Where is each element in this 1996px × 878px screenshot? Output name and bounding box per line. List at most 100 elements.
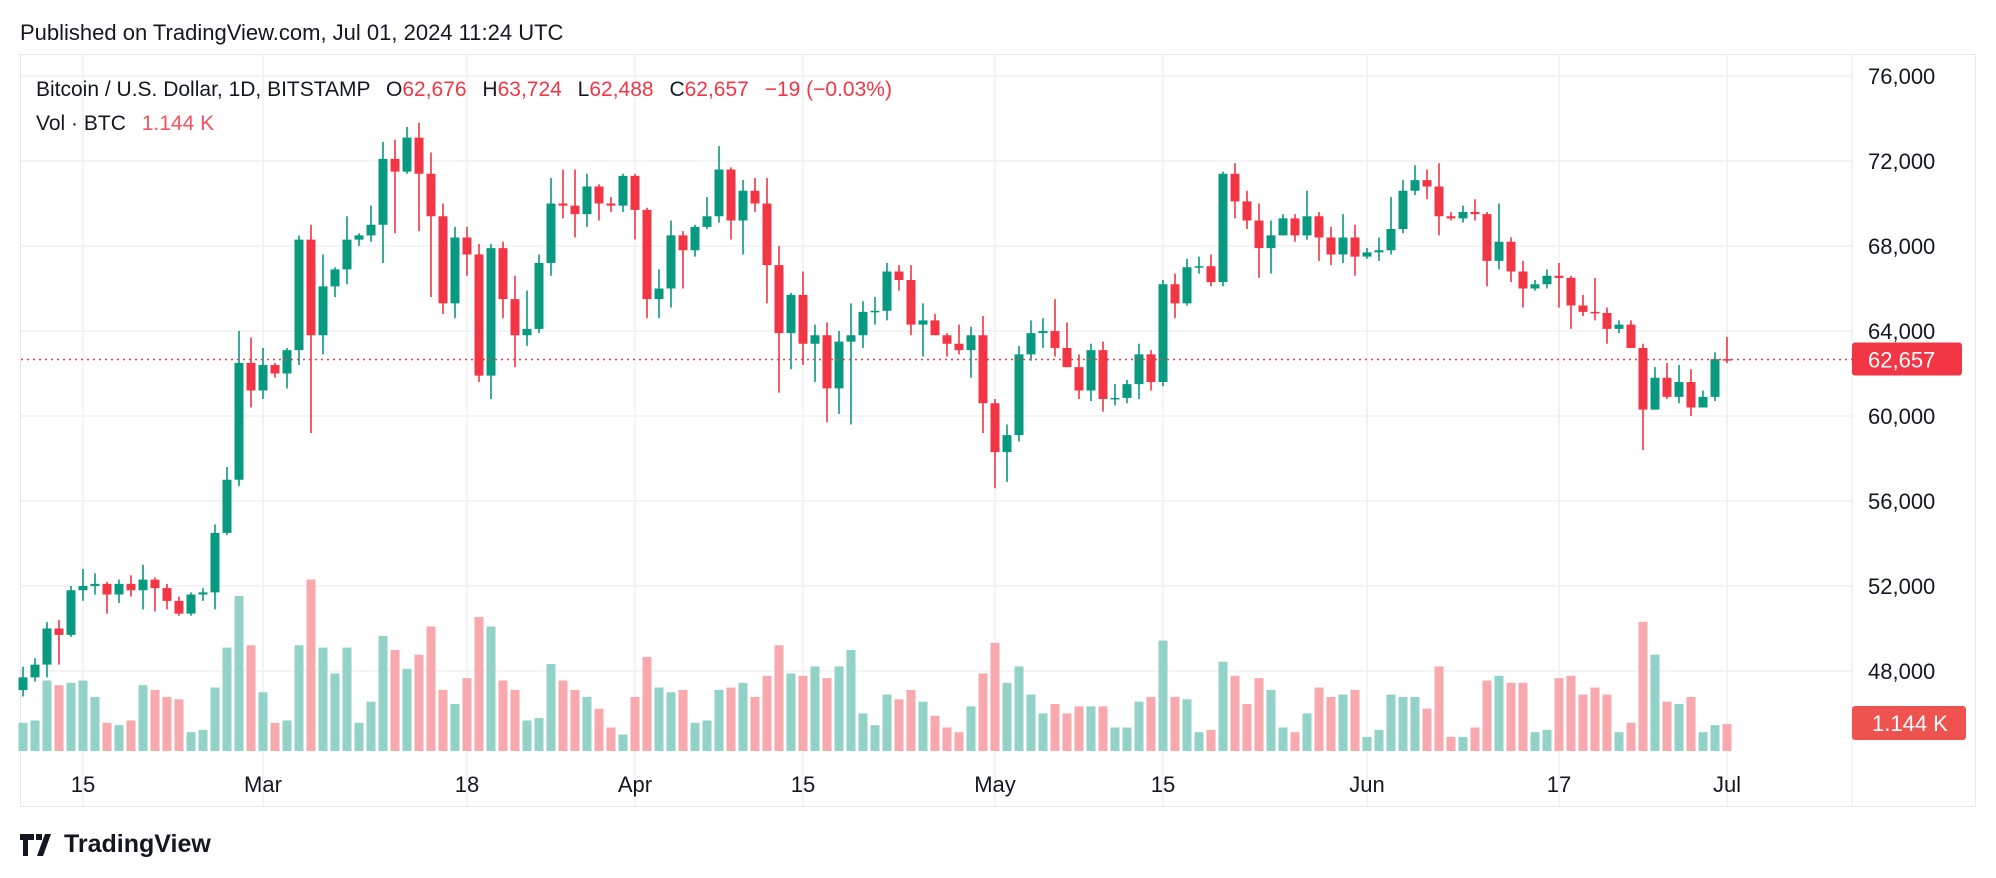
candle	[282, 348, 292, 389]
volume-bar	[894, 699, 904, 751]
candle-body	[1398, 190, 1408, 229]
candle-body	[234, 362, 244, 480]
volume-bar	[366, 701, 376, 751]
date-tick-label: 15	[1151, 772, 1175, 797]
volume-bar	[1134, 701, 1144, 751]
volume-bar	[438, 689, 448, 751]
candle	[1014, 345, 1024, 442]
candle	[642, 207, 652, 319]
volume-bar	[498, 680, 508, 751]
candle	[1050, 299, 1060, 357]
candle	[534, 254, 544, 334]
candle	[246, 337, 256, 408]
volume-bar	[294, 645, 304, 751]
volume-bar	[1410, 696, 1420, 751]
volume-legend: Vol · BTC 1.144 K	[36, 112, 214, 136]
candle	[222, 467, 232, 535]
candle	[66, 586, 76, 637]
candle-body	[450, 237, 460, 304]
volume-bar	[690, 722, 700, 751]
candle-body	[1338, 237, 1348, 255]
volume-bar	[258, 692, 268, 751]
candle-body	[342, 239, 352, 270]
candle-body	[1494, 241, 1504, 261]
candle	[186, 592, 196, 616]
candle	[150, 577, 160, 612]
candle	[822, 322, 832, 423]
candle	[1038, 318, 1048, 348]
candle-body	[1290, 218, 1300, 236]
volume-value: 1.144 K	[141, 112, 215, 135]
candle	[1602, 307, 1612, 344]
candle-body	[1458, 212, 1468, 219]
candle-body	[1422, 180, 1432, 187]
volume-bar	[66, 682, 76, 751]
volume-bar	[570, 689, 580, 751]
candle-body	[186, 594, 196, 614]
volume-bar	[450, 704, 460, 751]
volume-label[interactable]: Vol · BTC	[36, 112, 126, 135]
volume-bar	[666, 692, 676, 751]
candle-body	[1482, 214, 1492, 261]
volume-bar	[1434, 666, 1444, 751]
volume-bar	[1050, 704, 1060, 751]
volume-bar	[174, 699, 184, 751]
symbol-name[interactable]: Bitcoin / U.S. Dollar, 1D, BITSTAMP	[36, 78, 371, 101]
candle-body	[1662, 377, 1672, 397]
candle	[930, 314, 940, 336]
volume-bar	[1290, 732, 1300, 751]
candle	[846, 303, 856, 425]
volume-bar	[18, 722, 28, 751]
volume-bar	[1422, 708, 1432, 751]
candle	[966, 326, 976, 378]
candle	[702, 197, 712, 229]
candle-body	[858, 311, 868, 336]
candle-body	[150, 579, 160, 589]
volume-bar	[1170, 696, 1180, 751]
open-label: O	[386, 78, 403, 101]
candle	[1566, 275, 1576, 329]
candle	[450, 226, 460, 319]
date-tick-label: Mar	[244, 772, 282, 797]
candle-body	[630, 175, 640, 210]
volume-bar	[1242, 704, 1252, 751]
volume-bar	[1554, 678, 1564, 751]
candle-body	[1410, 180, 1420, 191]
volume-bar	[462, 678, 472, 751]
volume-bar	[138, 685, 148, 751]
candle-body	[1254, 220, 1264, 249]
candle-body	[18, 677, 28, 691]
candle-body	[1518, 271, 1528, 289]
candle-body	[330, 269, 340, 287]
volume-bar	[1686, 696, 1696, 751]
volume-bar	[378, 635, 388, 751]
candle	[678, 231, 688, 289]
close-label: C	[669, 78, 685, 101]
candle	[1350, 224, 1360, 276]
candle	[666, 220, 676, 308]
candle	[306, 224, 316, 433]
candle-body	[666, 235, 676, 289]
candle	[882, 263, 892, 321]
candle	[1650, 367, 1660, 410]
volume-bar	[414, 654, 424, 751]
candle	[42, 622, 52, 678]
candle	[102, 581, 112, 614]
candle-body	[642, 209, 652, 300]
candle-body	[1590, 311, 1600, 314]
candle	[522, 290, 532, 346]
candle	[1722, 336, 1732, 364]
candle	[798, 271, 808, 365]
candle-body	[1134, 354, 1144, 385]
candle-body	[954, 343, 964, 351]
candle	[1206, 254, 1216, 287]
candle	[294, 235, 304, 365]
candle	[366, 205, 376, 242]
tradingview-logo[interactable]: TradingView	[20, 830, 211, 859]
date-tick-label: 18	[455, 772, 479, 797]
volume-bar	[642, 657, 652, 751]
tradingview-logo-icon	[20, 833, 51, 856]
candle-body	[1170, 284, 1180, 304]
volume-bar	[1014, 666, 1024, 751]
